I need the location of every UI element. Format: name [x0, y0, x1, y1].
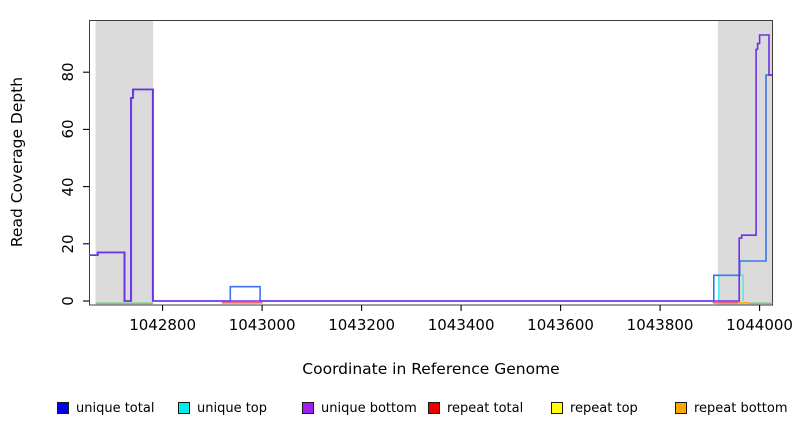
legend-label: repeat bottom	[694, 400, 788, 416]
x-tick-label: 1043200	[328, 316, 395, 334]
y-tick-label: 20	[59, 234, 77, 254]
plot-canvas	[83, 20, 773, 311]
legend: unique total unique top unique bottom re…	[0, 399, 792, 419]
x-tick-label: 1043600	[527, 316, 594, 334]
legend-swatch-icon	[178, 402, 190, 414]
y-tick-label: 40	[59, 177, 77, 197]
legend-label: unique total	[76, 400, 155, 416]
legend-swatch-icon	[57, 402, 69, 414]
y-tick-label: 80	[59, 62, 77, 82]
legend-label: repeat top	[570, 400, 638, 416]
x-tick-label: 1043000	[228, 316, 296, 334]
legend-swatch-icon	[428, 402, 440, 414]
x-tick-label: 1043400	[427, 316, 495, 334]
legend-label: unique top	[197, 400, 268, 416]
y-tick-label: 60	[59, 119, 77, 139]
x-tick-label: 1043800	[626, 316, 694, 334]
legend-item-repeat-top: repeat top	[551, 399, 638, 417]
legend-item-repeat-total: repeat total	[428, 399, 523, 417]
legend-label: unique bottom	[321, 400, 417, 416]
x-tick-label: 1042800	[129, 316, 197, 334]
legend-swatch-icon	[675, 402, 687, 414]
legend-item-unique-bottom: unique bottom	[302, 399, 417, 417]
y-axis-title: Read Coverage Depth	[8, 76, 26, 248]
legend-swatch-icon	[302, 402, 314, 414]
legend-item-unique-top: unique top	[178, 399, 267, 417]
legend-swatch-icon	[551, 402, 563, 414]
legend-item-repeat-bottom: repeat bottom	[675, 399, 788, 417]
legend-item-unique-total: unique total	[57, 399, 154, 417]
x-tick-label: 1044000	[726, 316, 792, 334]
x-axis-title: Coordinate in Reference Genome	[302, 360, 560, 378]
y-tick-label: 0	[59, 296, 77, 306]
legend-label: repeat total	[447, 400, 524, 416]
